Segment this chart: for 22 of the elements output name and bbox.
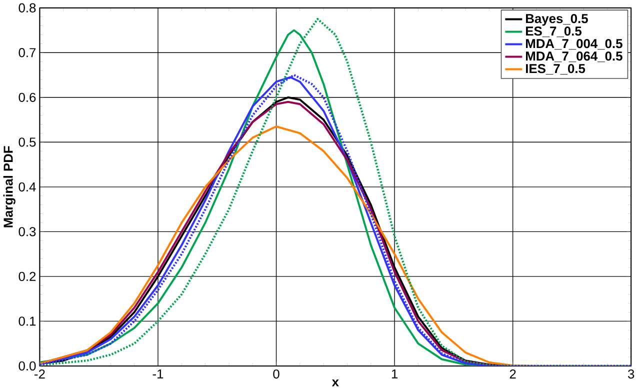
y-tick-label: 0.6 — [18, 93, 36, 102]
x-axis-title: x — [332, 380, 339, 386]
y-tick-label: 0.7 — [18, 48, 36, 58]
x-tick-label: 1 — [392, 370, 398, 379]
x-tick-label: -1 — [152, 370, 164, 379]
y-tick-label: 0.0 — [18, 362, 36, 371]
x-tick-label: 0 — [273, 370, 280, 379]
y-tick-label: 0.4 — [18, 182, 36, 192]
y-tick-label: 0.1 — [18, 316, 36, 326]
y-axis-title: Marginal PDF — [3, 146, 16, 228]
legend-label: ES_7_0.5 — [526, 26, 582, 38]
y-tick-label: 0.3 — [18, 227, 36, 236]
x-tick-label: 3 — [628, 370, 634, 379]
y-tick-label: 0.2 — [18, 272, 36, 282]
legend-label: MDA_7_064_0.5 — [526, 52, 622, 62]
x-tick-label: -2 — [34, 370, 45, 379]
legend-label: IES_7_0.5 — [526, 64, 586, 75]
x-tick-label: 2 — [510, 370, 516, 379]
legend-label: MDA_7_004_0.5 — [526, 39, 622, 50]
legend-label: Bayes_0.5 — [526, 14, 588, 26]
y-tick-label: 0.8 — [18, 4, 36, 13]
y-tick-label: 0.5 — [18, 138, 36, 147]
